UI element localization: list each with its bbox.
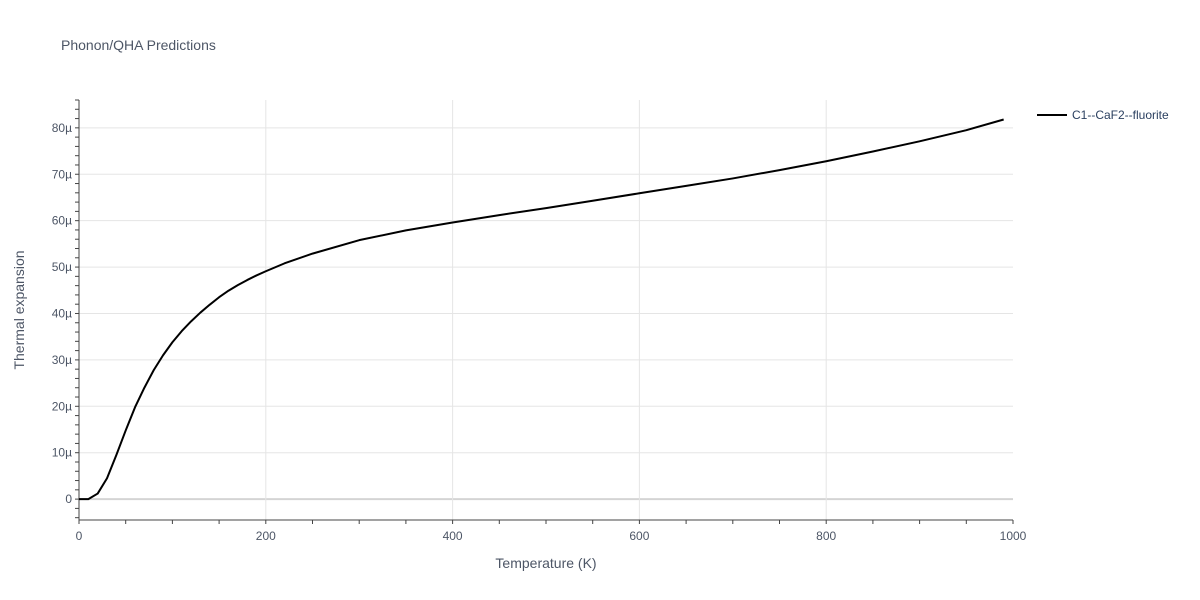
y-tick-label: 0: [65, 492, 72, 506]
x-tick-labels: 0 200 400 600 800 1000: [76, 529, 1027, 543]
y-tick-labels: 0 10µ 20µ 30µ 40µ 50µ 60µ 70µ 80µ: [52, 121, 73, 506]
chart-title: Phonon/QHA Predictions: [61, 37, 216, 53]
y-minor-ticks: [75, 99, 79, 519]
x-axis-title: Temperature (K): [495, 555, 596, 571]
y-tick-label: 70µ: [52, 167, 72, 181]
x-minor-ticks: [78, 520, 1014, 524]
x-tick-label: 400: [443, 529, 463, 543]
series-line-c1-caf2-fluorite: [79, 118, 1004, 501]
y-tick-label: 60µ: [52, 214, 72, 228]
y-gridlines: [79, 127, 1013, 501]
legend-label: C1--CaF2--fluorite: [1072, 108, 1169, 122]
y-tick-label: 30µ: [52, 353, 72, 367]
x-tick-label: 1000: [1000, 529, 1027, 543]
x-tick-label: 800: [816, 529, 836, 543]
x-tick-label: 0: [76, 529, 83, 543]
y-tick-label: 10µ: [52, 446, 72, 460]
x-tick-label: 600: [629, 529, 649, 543]
y-tick-label: 80µ: [52, 121, 72, 135]
y-tick-label: 20µ: [52, 399, 72, 413]
legend[interactable]: C1--CaF2--fluorite: [1037, 108, 1169, 122]
y-tick-label: 40µ: [52, 306, 72, 320]
y-axis-title: Thermal expansion: [11, 250, 27, 369]
y-tick-label: 50µ: [52, 260, 72, 274]
x-gridlines: [265, 100, 827, 520]
x-tick-label: 200: [256, 529, 276, 543]
